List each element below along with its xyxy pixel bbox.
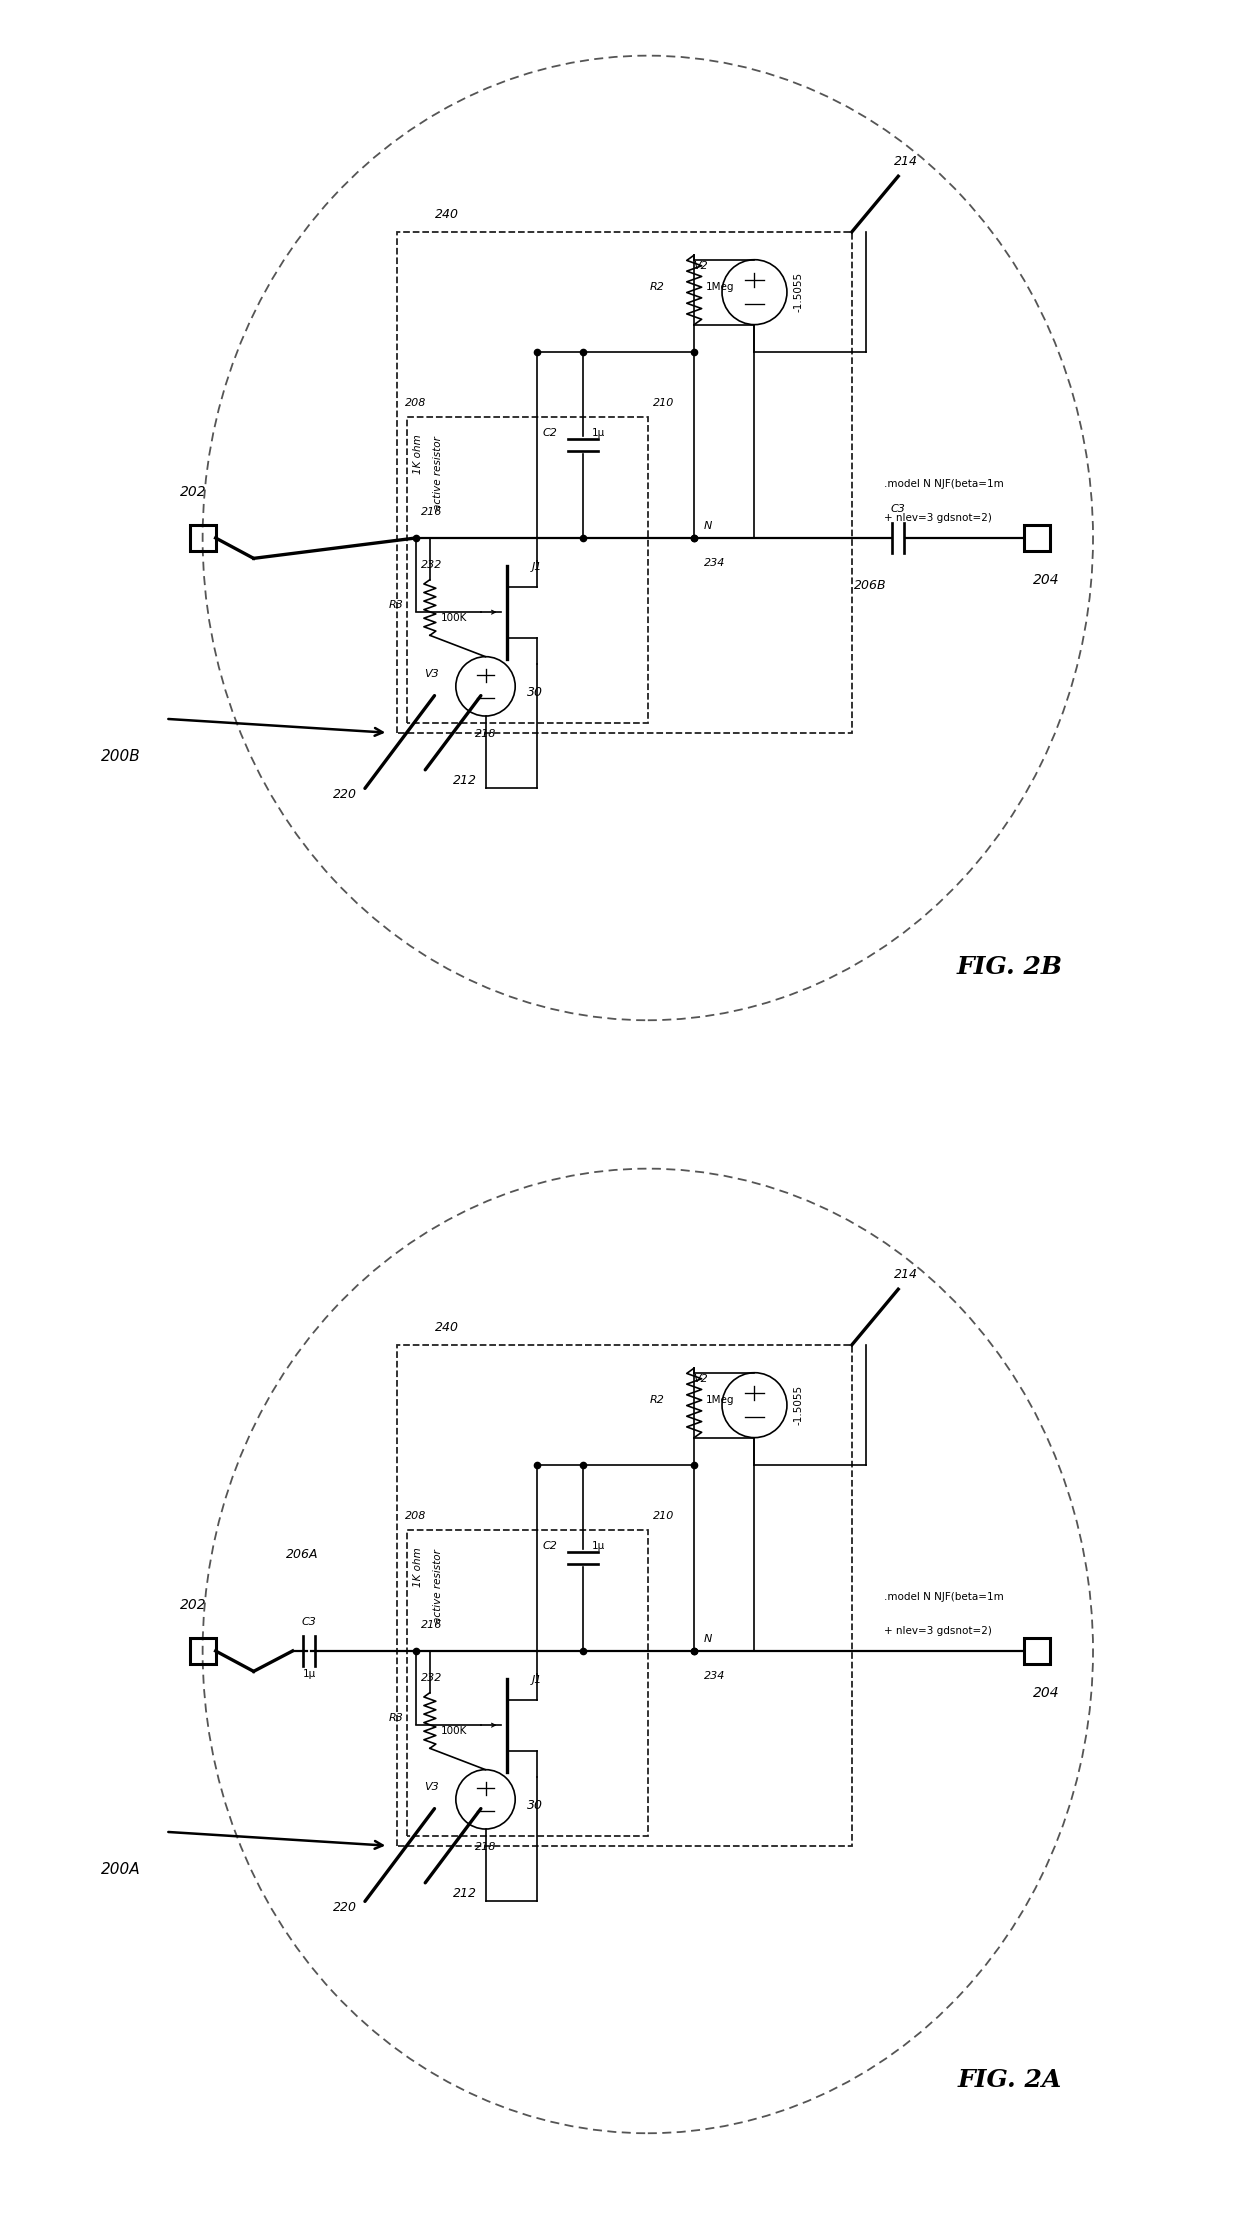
Text: 206A: 206A bbox=[286, 1549, 319, 1560]
Text: active resistor: active resistor bbox=[433, 1549, 443, 1623]
Text: 220: 220 bbox=[332, 1901, 356, 1914]
Text: -1.5055: -1.5055 bbox=[794, 1385, 804, 1425]
Text: 100K: 100K bbox=[441, 1727, 467, 1736]
Text: 212: 212 bbox=[453, 1888, 477, 1899]
Text: 210: 210 bbox=[652, 398, 673, 407]
Bar bbox=[190, 525, 216, 550]
Text: 204: 204 bbox=[1033, 1687, 1060, 1701]
Text: 216: 216 bbox=[420, 508, 441, 516]
Text: R3: R3 bbox=[389, 1712, 404, 1723]
Text: 1K ohm: 1K ohm bbox=[413, 434, 423, 474]
Text: + nlev=3 gdsnot=2): + nlev=3 gdsnot=2) bbox=[884, 514, 992, 523]
Bar bbox=[1024, 1638, 1050, 1663]
Text: 30: 30 bbox=[527, 686, 543, 699]
Text: 220: 220 bbox=[332, 788, 356, 801]
Text: 240: 240 bbox=[434, 207, 459, 220]
Text: FIG. 2A: FIG. 2A bbox=[957, 2068, 1061, 2092]
Text: 240: 240 bbox=[434, 1320, 459, 1333]
Text: 1μ: 1μ bbox=[593, 1540, 605, 1552]
Text: 206B: 206B bbox=[854, 579, 887, 592]
Text: 100K: 100K bbox=[441, 614, 467, 623]
Text: 208: 208 bbox=[404, 398, 427, 407]
Text: C3: C3 bbox=[301, 1616, 316, 1627]
Text: + nlev=3 gdsnot=2): + nlev=3 gdsnot=2) bbox=[884, 1627, 992, 1636]
Text: 202: 202 bbox=[180, 485, 207, 499]
Text: 1Meg: 1Meg bbox=[706, 1396, 734, 1405]
Text: 200B: 200B bbox=[100, 748, 140, 764]
Text: 218: 218 bbox=[475, 1843, 496, 1852]
Text: N: N bbox=[703, 1634, 712, 1643]
Text: J1: J1 bbox=[532, 1676, 542, 1685]
Bar bbox=[1024, 525, 1050, 550]
Text: 232: 232 bbox=[420, 1672, 441, 1683]
Text: 232: 232 bbox=[420, 559, 441, 570]
Text: C2: C2 bbox=[542, 427, 557, 439]
Text: 1Meg: 1Meg bbox=[706, 283, 734, 292]
Text: 216: 216 bbox=[420, 1621, 441, 1629]
Text: 208: 208 bbox=[404, 1511, 427, 1520]
Text: R2: R2 bbox=[650, 1396, 665, 1405]
Text: 200A: 200A bbox=[100, 1861, 140, 1877]
Text: V2: V2 bbox=[693, 260, 708, 272]
Text: .model N NJF(beta=1m: .model N NJF(beta=1m bbox=[884, 479, 1004, 490]
Text: J1: J1 bbox=[532, 563, 542, 572]
Text: .model N NJF(beta=1m: .model N NJF(beta=1m bbox=[884, 1592, 1004, 1603]
Text: 202: 202 bbox=[180, 1598, 207, 1612]
Text: R2: R2 bbox=[650, 283, 665, 292]
Text: C2: C2 bbox=[542, 1540, 557, 1552]
Text: 1K ohm: 1K ohm bbox=[413, 1547, 423, 1587]
Text: 218: 218 bbox=[475, 730, 496, 739]
Text: V2: V2 bbox=[693, 1373, 708, 1385]
Bar bbox=[190, 1638, 216, 1663]
Text: FIG. 2B: FIG. 2B bbox=[956, 955, 1063, 979]
Text: N: N bbox=[703, 521, 712, 530]
Text: V3: V3 bbox=[424, 670, 439, 679]
Text: 210: 210 bbox=[652, 1511, 673, 1520]
Text: 1μ: 1μ bbox=[303, 1670, 316, 1678]
Text: 234: 234 bbox=[703, 1672, 725, 1681]
Text: V3: V3 bbox=[424, 1783, 439, 1792]
Text: 234: 234 bbox=[703, 559, 725, 568]
Text: 212: 212 bbox=[453, 775, 477, 786]
Text: 214: 214 bbox=[894, 156, 918, 169]
Text: 204: 204 bbox=[1033, 574, 1060, 588]
Text: -1.5055: -1.5055 bbox=[794, 272, 804, 312]
Text: R3: R3 bbox=[389, 599, 404, 610]
Text: 1μ: 1μ bbox=[593, 427, 605, 439]
Text: active resistor: active resistor bbox=[433, 436, 443, 510]
Text: C3: C3 bbox=[890, 503, 905, 514]
Text: 214: 214 bbox=[894, 1269, 918, 1282]
Text: 30: 30 bbox=[527, 1799, 543, 1812]
